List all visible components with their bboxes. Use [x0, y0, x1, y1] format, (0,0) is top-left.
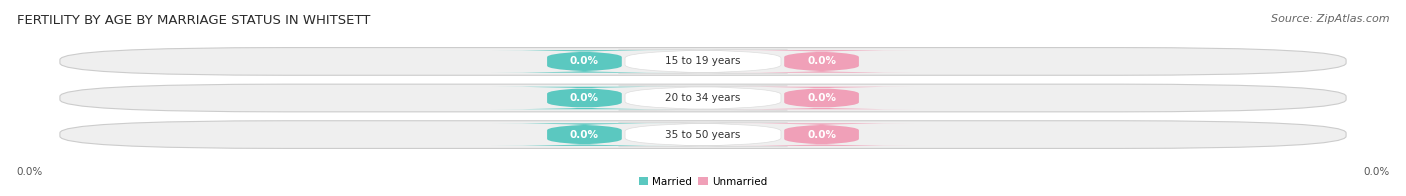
Text: 0.0%: 0.0%: [17, 167, 44, 178]
FancyBboxPatch shape: [728, 123, 914, 146]
FancyBboxPatch shape: [492, 87, 678, 109]
FancyBboxPatch shape: [492, 123, 678, 146]
FancyBboxPatch shape: [728, 50, 914, 73]
FancyBboxPatch shape: [60, 48, 1346, 75]
Text: 0.0%: 0.0%: [569, 56, 599, 66]
Text: 0.0%: 0.0%: [569, 93, 599, 103]
FancyBboxPatch shape: [619, 49, 787, 74]
Text: 0.0%: 0.0%: [569, 130, 599, 140]
FancyBboxPatch shape: [492, 50, 678, 73]
Text: 35 to 50 years: 35 to 50 years: [665, 130, 741, 140]
FancyBboxPatch shape: [619, 122, 787, 147]
Text: 0.0%: 0.0%: [1362, 167, 1389, 178]
Text: Source: ZipAtlas.com: Source: ZipAtlas.com: [1271, 14, 1389, 24]
Legend: Married, Unmarried: Married, Unmarried: [638, 177, 768, 187]
FancyBboxPatch shape: [619, 86, 787, 110]
Text: 15 to 19 years: 15 to 19 years: [665, 56, 741, 66]
FancyBboxPatch shape: [60, 84, 1346, 112]
FancyBboxPatch shape: [728, 87, 914, 109]
Text: 20 to 34 years: 20 to 34 years: [665, 93, 741, 103]
Text: 0.0%: 0.0%: [807, 56, 837, 66]
Text: 0.0%: 0.0%: [807, 93, 837, 103]
FancyBboxPatch shape: [60, 121, 1346, 148]
Text: FERTILITY BY AGE BY MARRIAGE STATUS IN WHITSETT: FERTILITY BY AGE BY MARRIAGE STATUS IN W…: [17, 14, 370, 27]
Text: 0.0%: 0.0%: [807, 130, 837, 140]
